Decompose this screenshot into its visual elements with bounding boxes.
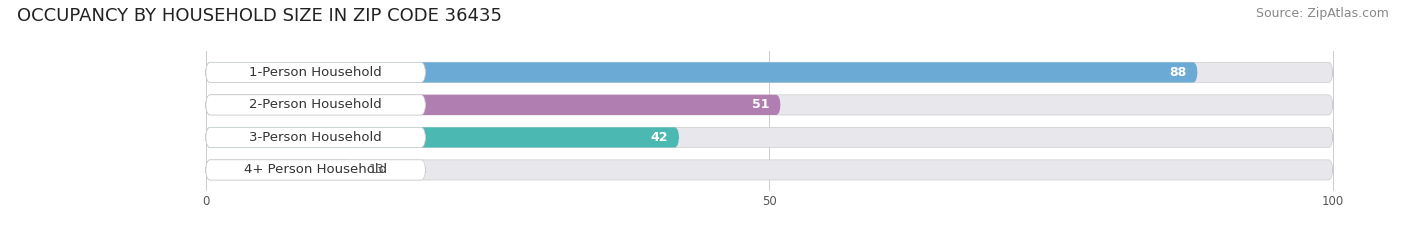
FancyBboxPatch shape (205, 62, 426, 82)
Text: 3-Person Household: 3-Person Household (249, 131, 382, 144)
Text: 51: 51 (752, 98, 769, 111)
FancyBboxPatch shape (205, 95, 1333, 115)
Text: 13: 13 (370, 163, 385, 176)
FancyBboxPatch shape (205, 95, 780, 115)
FancyBboxPatch shape (205, 62, 1333, 82)
FancyBboxPatch shape (205, 160, 353, 180)
Text: 1-Person Household: 1-Person Household (249, 66, 382, 79)
FancyBboxPatch shape (205, 127, 426, 147)
FancyBboxPatch shape (205, 160, 1333, 180)
FancyBboxPatch shape (205, 127, 679, 147)
Text: 2-Person Household: 2-Person Household (249, 98, 382, 111)
Text: 4+ Person Household: 4+ Person Household (245, 163, 387, 176)
FancyBboxPatch shape (205, 160, 426, 180)
Text: Source: ZipAtlas.com: Source: ZipAtlas.com (1256, 7, 1389, 20)
FancyBboxPatch shape (205, 127, 1333, 147)
FancyBboxPatch shape (205, 95, 426, 115)
Text: 42: 42 (651, 131, 668, 144)
Text: OCCUPANCY BY HOUSEHOLD SIZE IN ZIP CODE 36435: OCCUPANCY BY HOUSEHOLD SIZE IN ZIP CODE … (17, 7, 502, 25)
FancyBboxPatch shape (205, 62, 1198, 82)
Text: 88: 88 (1168, 66, 1187, 79)
